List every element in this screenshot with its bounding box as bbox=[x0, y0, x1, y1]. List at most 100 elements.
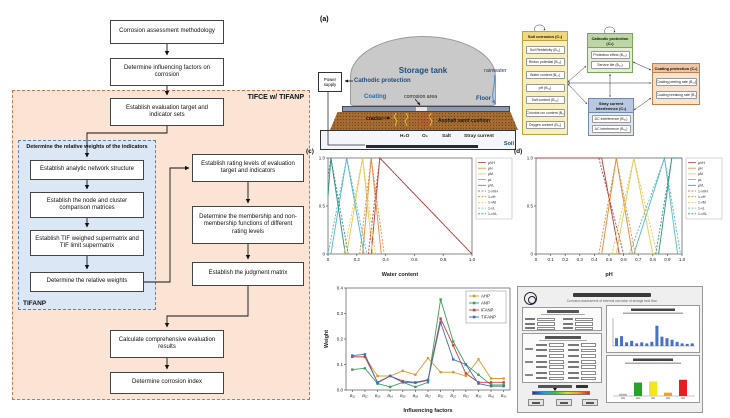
grade-bar bbox=[649, 381, 657, 396]
cluster-items: Soil Resistivity (B₁₁) Redox potential (B… bbox=[523, 41, 567, 134]
input-box[interactable] bbox=[581, 348, 596, 353]
interface-button-3[interactable] bbox=[582, 399, 598, 406]
weights-comparison: 0.0 0.1 0.2 0.3 0.4 B₁₁ B₁₂ B₁₃ B₁₄ B₁₅ B₁₆ B₁₇ B₂₁ B… bbox=[324, 286, 511, 414]
y-tick-label: 0.3 bbox=[337, 311, 344, 316]
evaluation-software-screenshot: Corrosion assessment of external corrosi… bbox=[517, 286, 703, 413]
data-marker bbox=[363, 353, 367, 356]
field-label-skeleton bbox=[568, 343, 579, 346]
legend-label: TIFANP bbox=[481, 315, 496, 320]
x-tick-label: 0 bbox=[535, 257, 538, 262]
legend-label: μVH bbox=[488, 161, 495, 165]
link bbox=[567, 65, 587, 83]
rainwater-label: rainwater bbox=[484, 68, 507, 74]
button-label-skeleton bbox=[586, 401, 594, 404]
legend-label: μM bbox=[698, 172, 703, 176]
input-box[interactable] bbox=[575, 317, 593, 322]
y-tick-label: 0.4 bbox=[337, 286, 344, 291]
series-1-νVH bbox=[367, 157, 473, 255]
field-label-skeleton bbox=[525, 318, 535, 321]
data-marker bbox=[502, 384, 505, 388]
field-label-skeleton bbox=[536, 360, 547, 363]
input-box[interactable] bbox=[575, 326, 593, 331]
input-box[interactable] bbox=[537, 326, 555, 331]
tifanp-container-title: Determine the relative weights of the in… bbox=[26, 144, 148, 150]
input-box[interactable] bbox=[581, 354, 596, 358]
input-box[interactable] bbox=[549, 359, 564, 364]
input-box[interactable] bbox=[549, 348, 564, 353]
input-box[interactable] bbox=[581, 343, 596, 347]
input-box[interactable] bbox=[549, 365, 564, 370]
x-tick-label: 0.4 bbox=[591, 257, 598, 262]
legend-label: 1-νM bbox=[698, 201, 706, 205]
input-box[interactable] bbox=[537, 322, 555, 326]
flow-node-comparison-matrices: Establish the node and cluster compariso… bbox=[30, 192, 144, 218]
cluster-stray-current: Stray current Interference (C₃) DC inter… bbox=[588, 98, 634, 136]
weight-bar bbox=[615, 338, 618, 346]
cluster-soil-corrosion: Soil corrosion (C₁) Soil Resistivity (B₁… bbox=[522, 31, 568, 135]
legend-label: μL bbox=[698, 178, 702, 182]
weight-bar bbox=[620, 336, 624, 346]
y-tick-label: 0.5 bbox=[527, 204, 534, 209]
cluster-items: Protection effect (B₂₁) Service life (B₂₂… bbox=[588, 48, 632, 72]
grade-tick-skeleton bbox=[666, 397, 670, 399]
weight-bar bbox=[655, 325, 659, 346]
tifanp-container-label: TIFANP bbox=[23, 300, 47, 307]
field-label-skeleton bbox=[568, 349, 579, 352]
cathodic-protection-label: Cathodic protection bbox=[354, 78, 411, 84]
weight-bar bbox=[665, 338, 669, 346]
y-tick-label: 1.0 bbox=[527, 156, 534, 161]
field-label-skeleton bbox=[563, 322, 573, 325]
input-box[interactable] bbox=[581, 371, 596, 375]
legend-label: 1-νH bbox=[698, 195, 706, 199]
series-μH bbox=[362, 157, 382, 255]
panel-c-label: (c) bbox=[306, 148, 314, 155]
cluster-node: Service life (B₂₂) bbox=[590, 61, 630, 70]
h2o-label: H₂O bbox=[400, 134, 410, 139]
series-1-νH bbox=[598, 157, 636, 255]
input-box[interactable] bbox=[575, 322, 593, 326]
x-tick-label: B₄₁ bbox=[488, 393, 494, 398]
input-box[interactable] bbox=[549, 343, 564, 347]
salt-label: Salt bbox=[442, 134, 451, 139]
input-box[interactable] bbox=[549, 354, 564, 358]
grade-tick-skeleton bbox=[681, 397, 685, 399]
interface-button-1[interactable] bbox=[528, 399, 544, 406]
cluster-node: AC interference (B₃₂) bbox=[591, 125, 631, 133]
power-supply-box: Power supply bbox=[318, 72, 342, 92]
input-box[interactable] bbox=[549, 371, 564, 375]
x-tick-label: B₃₁ bbox=[463, 393, 469, 398]
data-marker bbox=[414, 385, 417, 389]
x-tick-label: B₁₇ bbox=[425, 393, 431, 398]
input-box[interactable] bbox=[537, 317, 555, 322]
weight-bar bbox=[645, 343, 649, 346]
x-tick-label: 0.2 bbox=[354, 257, 361, 262]
input-box[interactable] bbox=[581, 376, 596, 381]
series-1-νM bbox=[343, 157, 376, 255]
legend-marker bbox=[472, 315, 476, 319]
input-box[interactable] bbox=[549, 376, 564, 381]
data-marker bbox=[426, 381, 430, 384]
soil-label: Soil bbox=[503, 141, 514, 147]
membership-ph-chart: (d) 0 0.5 1.0 0 0.1 0.2 0.3 0.4 0.5 0.6 0.7 0.8 0.9 1… bbox=[514, 148, 726, 280]
x-tick-label: 0.6 bbox=[411, 257, 418, 262]
software-title-skeleton bbox=[573, 293, 651, 297]
data-marker bbox=[464, 363, 468, 366]
x-tick-label: 1.0 bbox=[679, 257, 686, 262]
chart-title-skeleton bbox=[633, 358, 673, 361]
x-tick-label: 0.5 bbox=[606, 257, 613, 262]
input-box[interactable] bbox=[581, 365, 596, 370]
data-marker bbox=[439, 298, 442, 301]
y-tick-label: 0 bbox=[322, 252, 325, 257]
x-tick-label: 1.0 bbox=[469, 257, 476, 262]
data-marker bbox=[439, 370, 442, 374]
x-axis-label: Water content bbox=[382, 272, 419, 278]
result-value-skeleton bbox=[576, 385, 588, 388]
weight-bar bbox=[690, 343, 694, 346]
input-box[interactable] bbox=[581, 359, 596, 364]
button-label-skeleton bbox=[532, 401, 540, 404]
data-marker bbox=[439, 321, 442, 324]
row-group-label-skeleton bbox=[525, 374, 533, 376]
legend-label: 1-νL bbox=[698, 206, 705, 210]
membership-ph: 0 0.5 1.0 0 0.1 0.2 0.3 0.4 0.5 0.6 0.7 0.8 0.9 1.0 pH… bbox=[527, 156, 723, 278]
interface-button-2[interactable] bbox=[556, 399, 572, 406]
